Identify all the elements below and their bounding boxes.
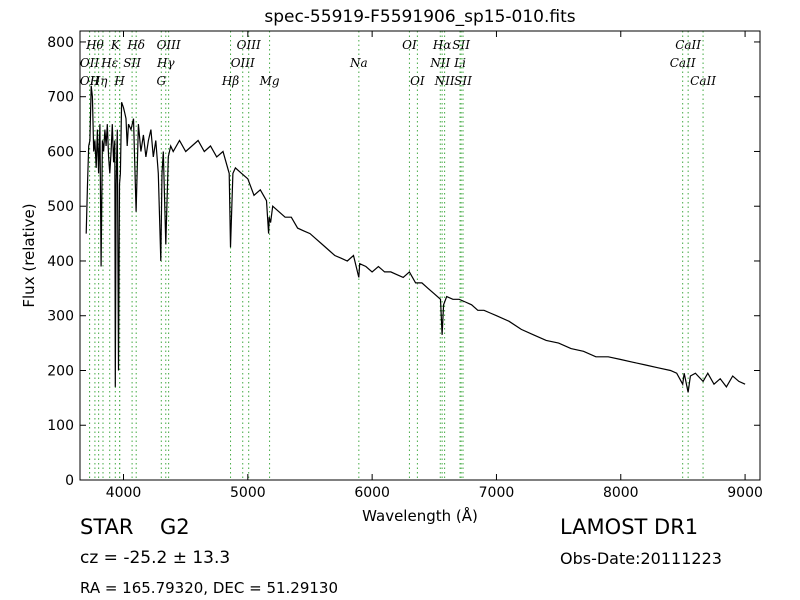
- y-axis-label: Flux (relative): [20, 203, 38, 307]
- marker-label: Hα: [432, 38, 452, 52]
- marker-label: OIII: [237, 38, 261, 52]
- x-tick-label: 7000: [479, 485, 515, 501]
- x-axis-label: Wavelength (Å): [362, 506, 478, 525]
- plot-frame: [79, 30, 761, 481]
- marker-label: CaII: [690, 74, 716, 88]
- subclass-label: G2: [160, 515, 190, 539]
- obs-date-value: Obs-Date:20111223: [560, 549, 722, 568]
- marker-label: OIII: [231, 56, 255, 70]
- marker-label: OIII: [157, 38, 181, 52]
- marker-label: OI: [410, 74, 425, 88]
- marker-label: Hε: [100, 56, 118, 70]
- marker-label: Hδ: [126, 38, 145, 52]
- cz-value: cz = -25.2 ± 13.3: [80, 548, 231, 568]
- marker-label: CaII: [670, 56, 696, 70]
- marker-label: Hγ: [156, 56, 175, 70]
- chart-title: spec-55919-F5591906_sp15-010.fits: [264, 7, 575, 27]
- x-tick-label: 4000: [106, 485, 142, 501]
- class-label: STAR: [80, 515, 134, 539]
- x-tick-label: 6000: [354, 485, 390, 501]
- coords-value: RA = 165.79320, DEC = 51.29130: [80, 579, 339, 597]
- y-tick-label: 400: [47, 254, 74, 270]
- marker-label: Hθ: [85, 38, 104, 52]
- marker-label: K: [110, 38, 121, 52]
- y-tick-label: 700: [47, 90, 74, 106]
- y-tick-label: 0: [65, 473, 74, 489]
- marker-label: Mg: [259, 74, 280, 88]
- marker-label: SII: [454, 74, 472, 88]
- marker-label: NII: [434, 74, 455, 88]
- marker-label: NII: [429, 56, 450, 70]
- marker-label: CaII: [675, 38, 701, 52]
- marker-label: Hβ: [221, 74, 239, 88]
- spectrum-line: [85, 85, 746, 393]
- marker-label: G: [157, 74, 167, 88]
- marker-label: SII: [452, 38, 470, 52]
- x-tick-label: 8000: [603, 485, 639, 501]
- y-tick-label: 100: [47, 418, 74, 434]
- y-tick-label: 200: [47, 363, 74, 379]
- x-tick-label: 5000: [230, 485, 266, 501]
- marker-label: Li: [453, 56, 466, 70]
- y-tick-label: 800: [47, 35, 74, 51]
- y-tick-label: 600: [47, 144, 74, 160]
- y-tick-label: 300: [47, 309, 74, 325]
- y-tick-label: 500: [47, 199, 74, 215]
- marker-label: SII: [123, 56, 141, 70]
- x-tick-label: 9000: [727, 485, 763, 501]
- marker-label: Na: [349, 56, 368, 70]
- survey-label: LAMOST DR1: [560, 515, 699, 539]
- marker-label: OI: [402, 38, 417, 52]
